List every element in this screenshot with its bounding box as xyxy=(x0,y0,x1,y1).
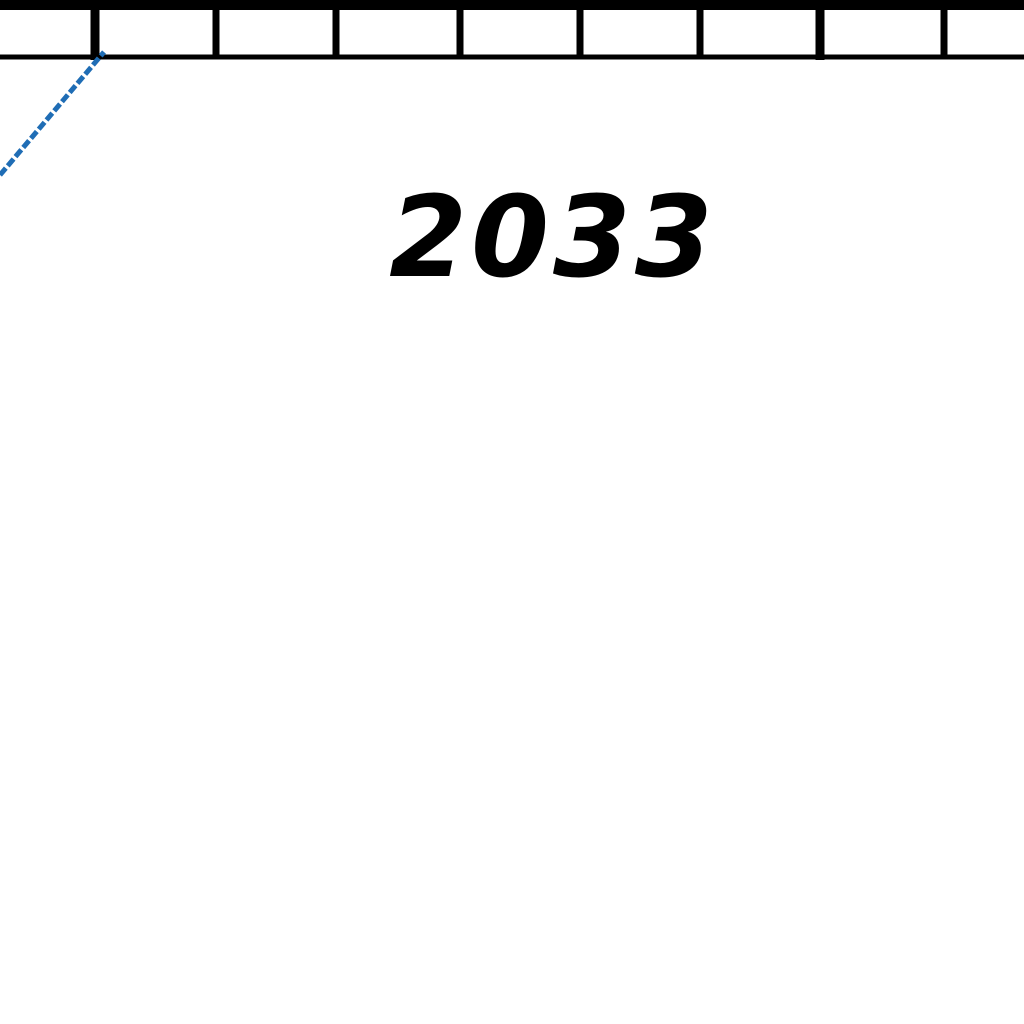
series-line xyxy=(0,50,106,177)
x-axis xyxy=(0,0,1024,60)
plot-area xyxy=(0,50,106,177)
x-axis-ticks xyxy=(90,0,948,60)
x-tick-label-2033: 2033 xyxy=(389,173,717,303)
